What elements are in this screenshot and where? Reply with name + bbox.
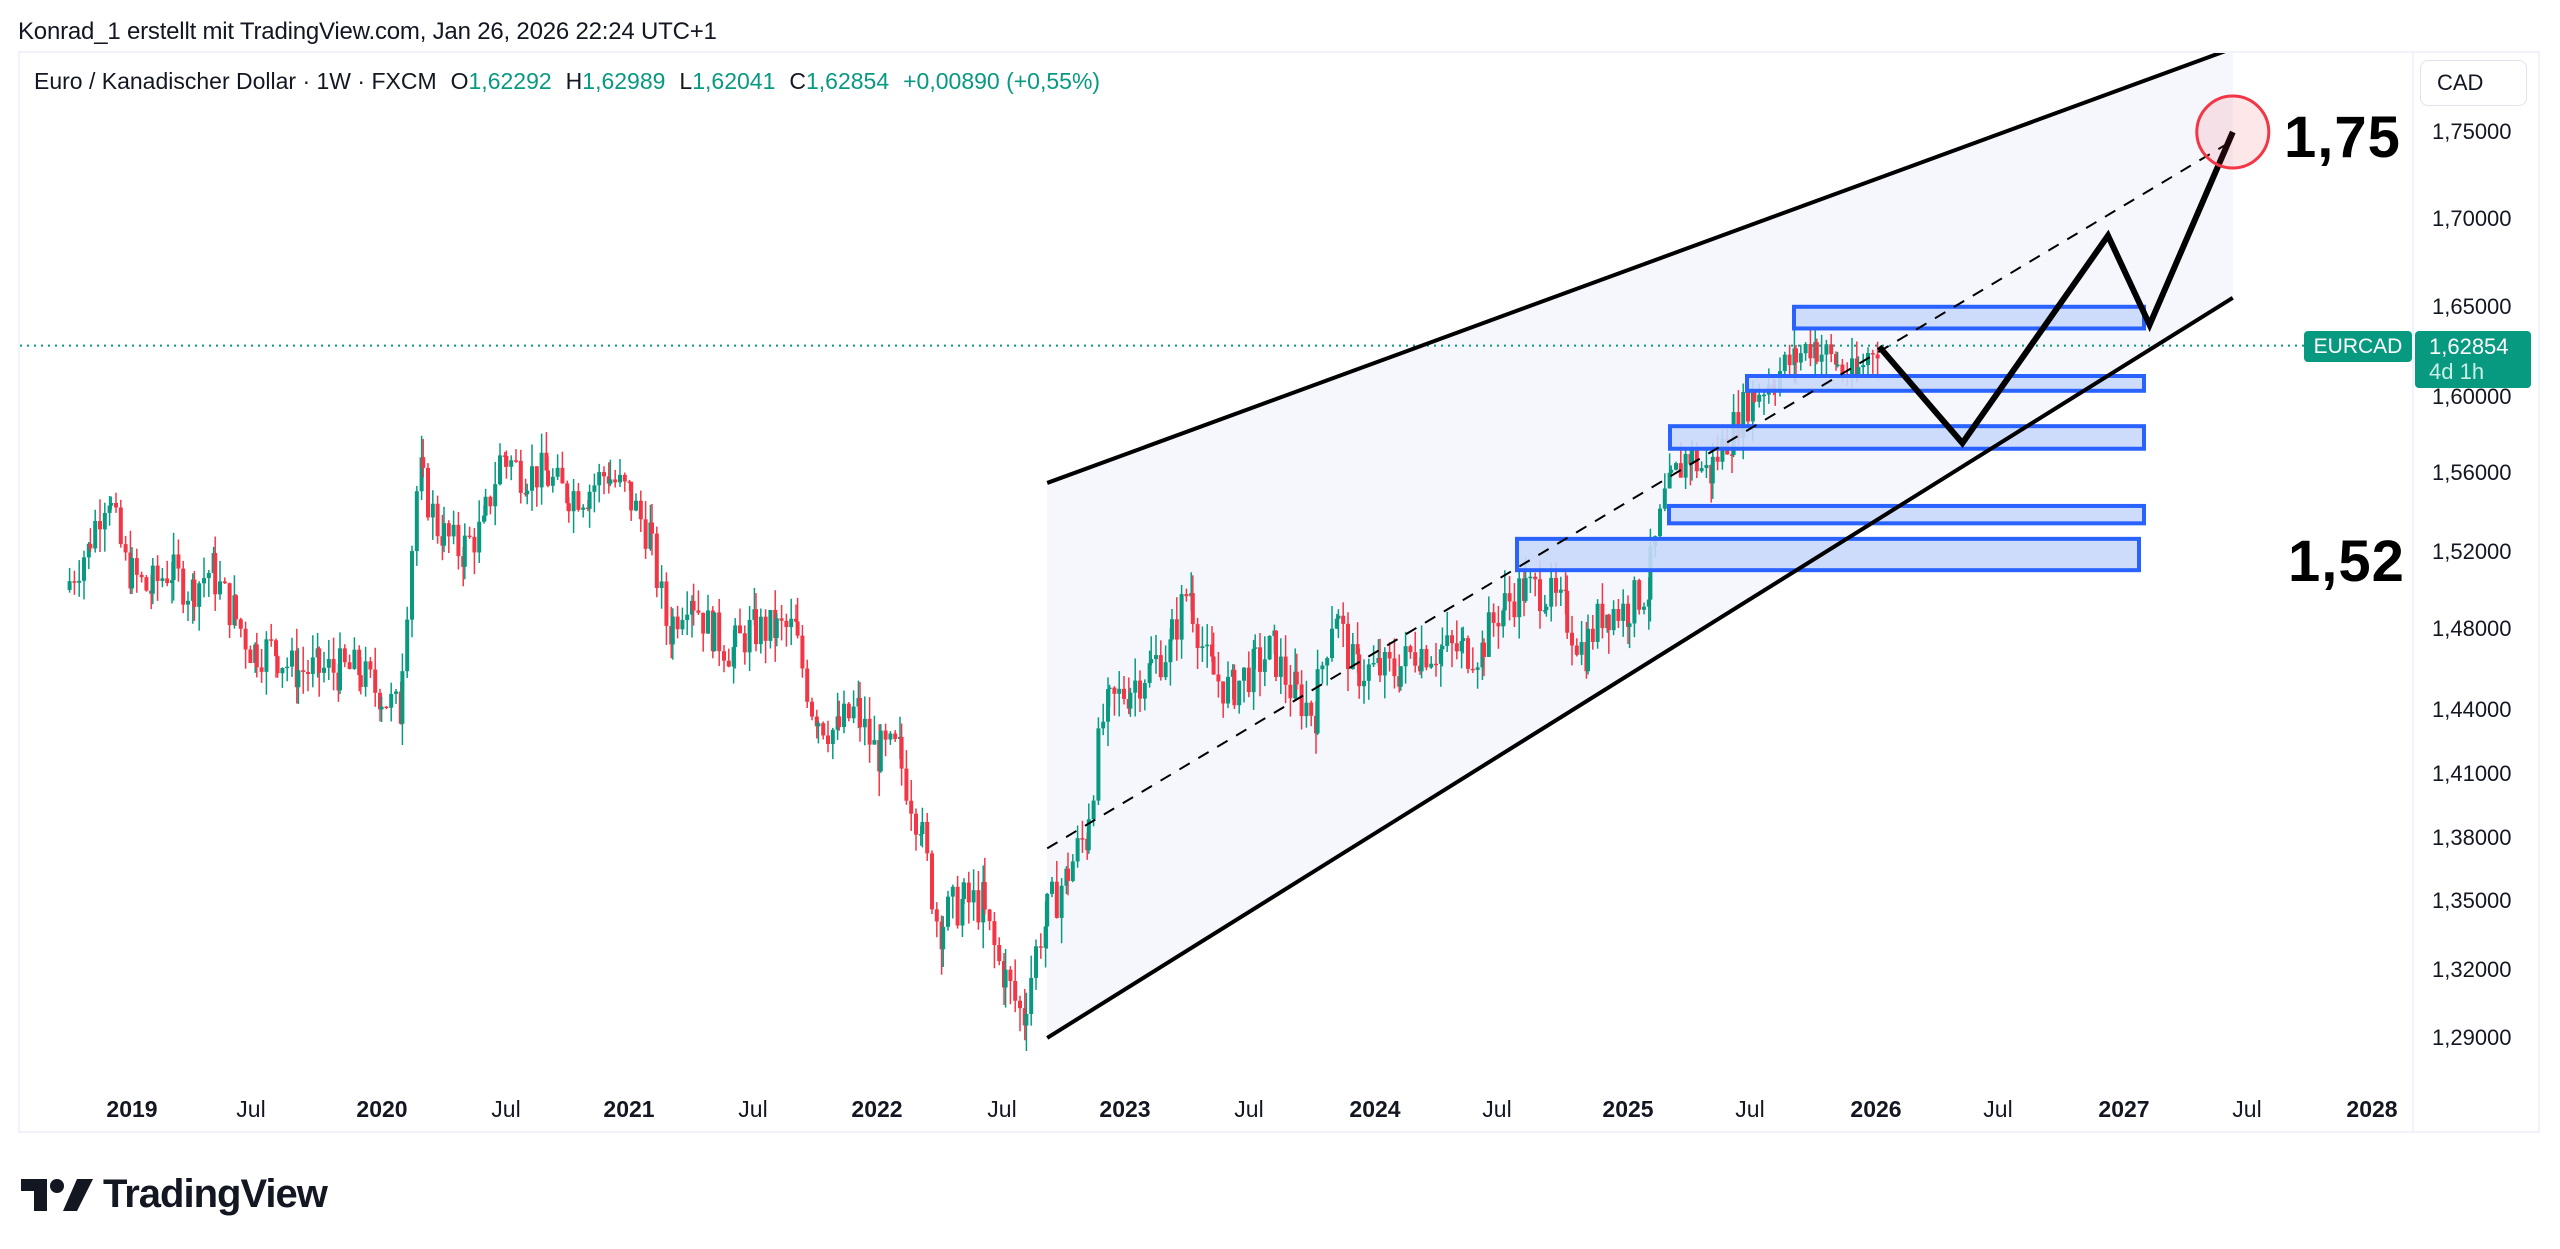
price-tick: 1,70000: [2432, 206, 2512, 231]
zone-rect[interactable]: [1792, 304, 2146, 331]
legend-close-value: 1,62854: [805, 68, 890, 94]
time-tick: 2020: [356, 1096, 408, 1122]
last-price-tag: 1,62854 4d 1h: [2415, 331, 2531, 388]
chart-frame: [18, 51, 2540, 1133]
channel-lower-line[interactable]: [1046, 296, 2234, 1040]
chart-caption: Konrad_1 erstellt mit TradingView.com, J…: [18, 18, 717, 45]
legend-symbol[interactable]: Euro / Kanadischer Dollar · 1W · FXCM: [34, 68, 437, 94]
bar-countdown: 4d 1h: [2429, 359, 2485, 384]
currency-button[interactable]: CAD: [2420, 60, 2527, 106]
price-tick: 1,52000: [2432, 539, 2512, 564]
price-tick: 1,60000: [2432, 384, 2512, 409]
tradingview-logo[interactable]: TradingView: [21, 1172, 328, 1217]
time-tick: 2028: [2346, 1096, 2398, 1122]
price-tick: 1,38000: [2432, 825, 2512, 850]
tradingview-wordmark: TradingView: [103, 1172, 328, 1216]
legend-open-label: O: [450, 68, 469, 94]
last-price-value: 1,62854: [2429, 334, 2509, 359]
zone-rect[interactable]: [1515, 536, 2141, 573]
time-tick: Jul: [1482, 1096, 1512, 1122]
target-circle-icon[interactable]: [2195, 94, 2271, 170]
time-tick: 2022: [851, 1096, 903, 1122]
price-tick: 1,75000: [2432, 119, 2512, 144]
legend-high-label: H: [565, 68, 583, 94]
price-tick: 1,48000: [2432, 616, 2512, 641]
time-tick: 2023: [1099, 1096, 1151, 1122]
time-tick: 2021: [603, 1096, 655, 1122]
zone-rect[interactable]: [1745, 373, 2146, 393]
time-tick: Jul: [1234, 1096, 1264, 1122]
target-price-label[interactable]: 1,75: [2284, 105, 2401, 170]
price-tick: 1,35000: [2432, 888, 2512, 913]
legend-high-value: 1,62989: [582, 68, 666, 94]
time-tick: Jul: [1983, 1096, 2013, 1122]
zone-rect[interactable]: [1667, 503, 2146, 526]
price-tick: 1,44000: [2432, 697, 2512, 722]
time-tick: 2025: [1602, 1096, 1654, 1122]
projected-path[interactable]: [1876, 130, 2236, 448]
time-tick: 2026: [1850, 1096, 1902, 1122]
price-tick: 1,32000: [2432, 957, 2512, 982]
channel-middle-dashed-line[interactable]: [1046, 139, 2234, 850]
channel-upper-line[interactable]: [1046, 48, 2233, 485]
time-tick: 2024: [1349, 1096, 1401, 1122]
legend-open-value: 1,62292: [468, 68, 552, 94]
legend-change: +0,00890 (+0,55%): [903, 68, 1101, 94]
time-tick: 2027: [2098, 1096, 2150, 1122]
price-tick: 1,56000: [2432, 460, 2512, 485]
time-tick: Jul: [2232, 1096, 2262, 1122]
price-tick: 1,29000: [2432, 1025, 2512, 1050]
time-tick: Jul: [491, 1096, 521, 1122]
legend-low-label: L: [679, 68, 693, 94]
support-price-label[interactable]: 1,52: [2288, 529, 2405, 594]
time-tick: Jul: [738, 1096, 768, 1122]
time-tick: 2019: [106, 1096, 158, 1122]
time-tick: Jul: [987, 1096, 1017, 1122]
tradingview-logo-icon: [21, 1178, 93, 1211]
legend-low-value: 1,62041: [692, 68, 776, 94]
time-tick: Jul: [1735, 1096, 1765, 1122]
candlestick-series: [67, 326, 1880, 1052]
price-tick: 1,41000: [2432, 761, 2512, 786]
legend-close-label: C: [789, 68, 806, 94]
time-tick: Jul: [236, 1096, 266, 1122]
symbol-price-tag: EURCAD: [2304, 331, 2412, 362]
zone-rect[interactable]: [1668, 424, 2146, 451]
price-tick: 1,65000: [2432, 294, 2512, 319]
